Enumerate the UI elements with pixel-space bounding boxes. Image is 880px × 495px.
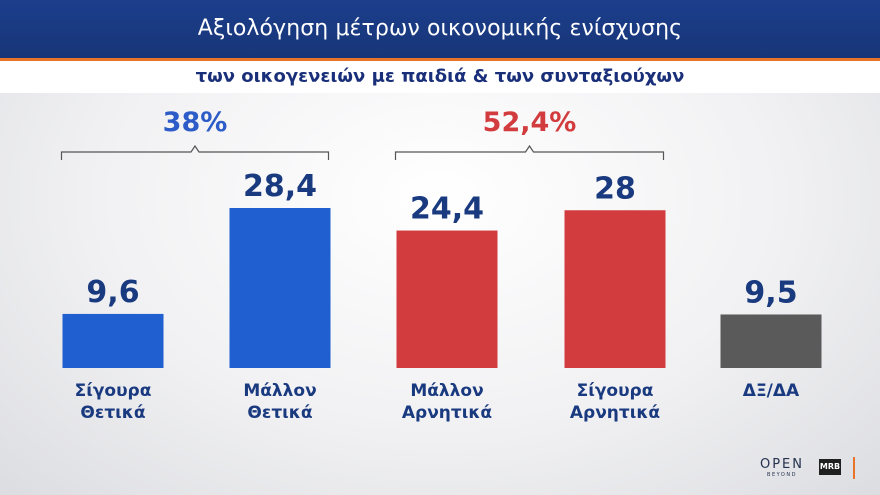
data-label: 28: [594, 171, 636, 206]
group-total-label: 38%: [163, 107, 228, 138]
bar: [564, 210, 666, 368]
bar-chart: 9,6ΣίγουραΘετικά28,4ΜάλλονΘετικά24,4Μάλλ…: [60, 107, 822, 423]
group-bracket: [60, 144, 330, 160]
bar: [229, 208, 331, 368]
category-label: Θετικά: [247, 403, 312, 423]
bar: [720, 314, 822, 368]
chart-title: Αξιολόγηση μέτρων οικονομικής ενίσχυσης: [197, 16, 683, 41]
group-bracket: [394, 144, 665, 160]
category-label: Σίγουρα: [577, 381, 654, 401]
open-beyond-logo: OPEN BEYOND: [754, 458, 810, 479]
subtitle-bar: [0, 61, 880, 93]
mrb-logo: MRB: [819, 459, 841, 475]
category-label: Μάλλον: [243, 381, 316, 401]
header-bar: [0, 0, 880, 58]
category-label: Αρνητικά: [402, 403, 492, 423]
data-label: 24,4: [410, 192, 484, 227]
data-label: 9,5: [744, 275, 797, 310]
category-label: Αρνητικά: [570, 403, 660, 423]
category-label: Μάλλον: [410, 381, 483, 401]
category-label: ΔΞ/ΔΑ: [743, 381, 800, 401]
data-label: 28,4: [243, 169, 317, 204]
chart-subtitle: των οικογενειών με παιδιά & των συνταξιο…: [195, 66, 685, 87]
data-label: 9,6: [86, 275, 139, 310]
bar: [396, 230, 498, 368]
group-total-label: 52,4%: [483, 107, 577, 138]
beyond-logo-text: BEYOND: [767, 472, 797, 478]
logo-divider: [853, 457, 855, 479]
header-accent-line: [0, 58, 880, 61]
category-label: Σίγουρα: [75, 381, 152, 401]
category-label: Θετικά: [80, 403, 145, 423]
bar: [62, 313, 164, 368]
open-logo-text: OPEN: [759, 457, 804, 472]
